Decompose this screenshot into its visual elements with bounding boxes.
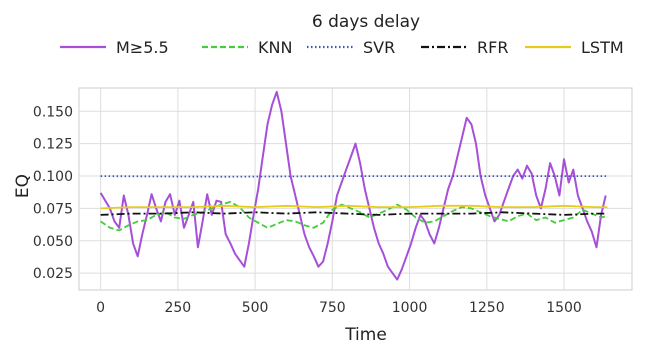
series-line-4 [100, 211, 608, 216]
legend-label: SVR [363, 38, 395, 57]
series-line-5 [100, 204, 608, 210]
legend-item-2: KNN [202, 38, 292, 57]
x-tick-label: 1500 [546, 300, 582, 316]
legend-item-1: M≥5.5 [60, 38, 169, 57]
x-tick-label: 250 [164, 300, 191, 316]
legend-item-5: LSTM [525, 38, 624, 57]
legend: M≥5.5 KNN SVR RFR LSTM [60, 38, 624, 57]
series-line-1 [99, 90, 607, 281]
legend-label: M≥5.5 [116, 38, 169, 57]
x-tick-label: 1000 [392, 300, 428, 316]
legend-item-4: RFR [421, 38, 508, 57]
y-tick-label: 0.025 [33, 266, 73, 282]
y-tick-label: 0.100 [33, 169, 73, 185]
chart-title: 6 days delay [312, 12, 420, 32]
grid [79, 88, 632, 290]
series-layer [99, 90, 608, 281]
series-line-3 [100, 175, 608, 178]
x-axis-label: Time [344, 325, 387, 345]
plot-area [78, 87, 633, 291]
y-tick-label: 0.075 [33, 201, 73, 217]
x-tick-label: 750 [319, 300, 346, 316]
y-tick-label: 0.125 [33, 137, 73, 153]
x-axis-ticks: 0 250 500 750 1000 1250 1500 [96, 300, 582, 316]
x-tick-label: 0 [96, 300, 105, 316]
legend-label: KNN [258, 38, 292, 57]
legend-label: RFR [477, 38, 508, 57]
y-tick-label: 0.150 [33, 104, 73, 120]
legend-item-3: SVR [307, 38, 395, 57]
y-tick-label: 0.050 [33, 234, 73, 250]
y-axis-label: EQ [13, 174, 33, 198]
y-axis-ticks: 0.025 0.050 0.075 0.100 0.125 0.150 [33, 104, 73, 282]
series-line-2 [100, 201, 606, 232]
legend-label: LSTM [581, 38, 624, 57]
x-tick-label: 500 [242, 300, 269, 316]
x-tick-label: 1250 [469, 300, 505, 316]
